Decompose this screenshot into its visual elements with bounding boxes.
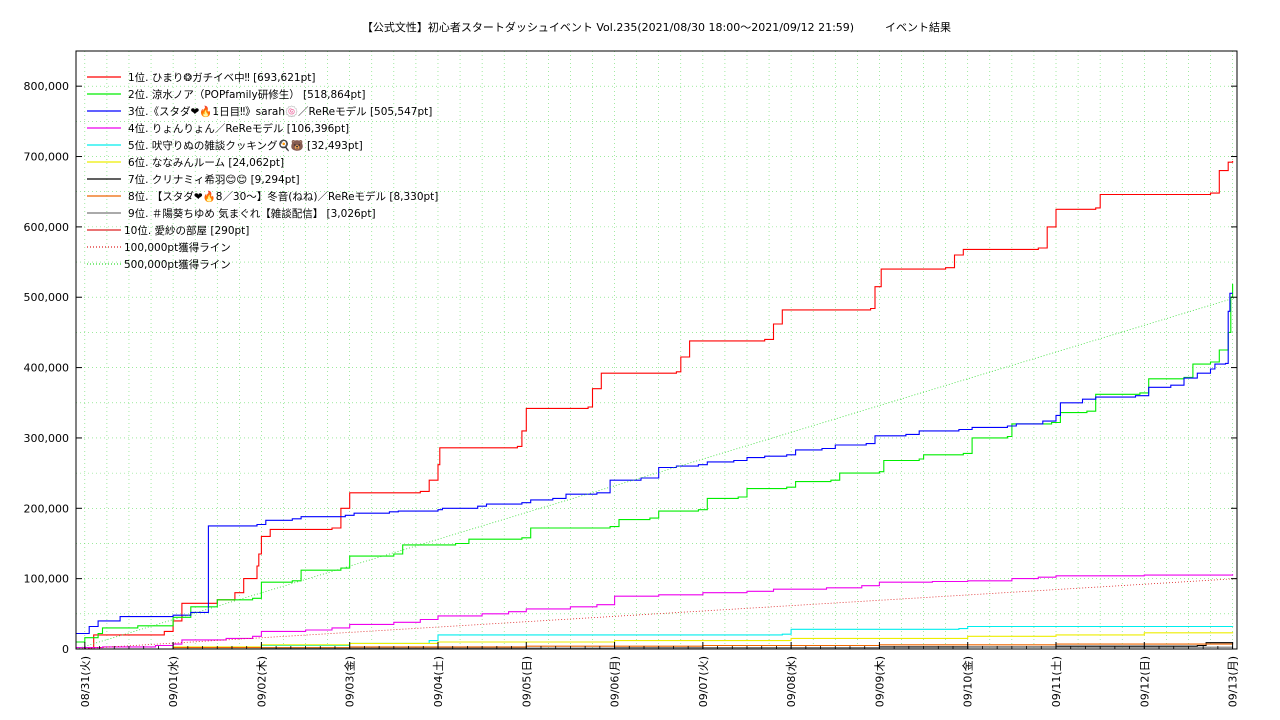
y-tick-label: 700,000 <box>24 151 70 164</box>
axis-ticks: 0 100,000 200,000 300,000 400,000 500,000 600,… <box>24 80 1240 707</box>
y-tick-label: 200,000 <box>24 502 70 515</box>
x-tick-label: 09/02(木) <box>255 656 268 707</box>
grid <box>76 50 1237 650</box>
x-tick-label: 09/10(金) <box>961 656 975 707</box>
x-tick-label: 08/31(火) <box>79 656 92 707</box>
legend-label: 1位. ひまり❂ガチイベ中‼ [693,621pt] <box>128 71 315 84</box>
y-tick-label: 100,000 <box>24 573 70 586</box>
legend-label: 500,000pt獲得ライン <box>124 258 231 271</box>
legend-label: 100,000pt獲得ライン <box>124 241 231 254</box>
legend-label: 4位. りょんりょん／ReReモデル [106,396pt] <box>128 122 349 135</box>
series-line <box>75 296 1238 650</box>
series-line <box>76 161 1234 650</box>
chart-subtitle: イベント結果 <box>885 20 951 34</box>
plot-frame <box>75 50 1238 650</box>
series-line <box>76 625 1234 650</box>
series-line <box>75 578 1238 650</box>
legend-label: 10位. 愛紗の部屋 [290pt] <box>124 224 249 237</box>
x-tick-label: 09/11(土) <box>1050 656 1063 707</box>
x-tick-label: 09/01(水) <box>167 656 180 707</box>
legend-label: 9位. ＃陽葵ちゆめ 気まぐれ【雑談配信】 [3,026pt] <box>128 207 376 220</box>
y-tick-label: 500,000 <box>24 291 70 304</box>
legend-label: 6位. ななみんルーム [24,062pt] <box>128 156 284 169</box>
x-tick-label: 09/04(土) <box>432 656 445 707</box>
x-tick-label: 09/05(日) <box>520 656 533 707</box>
series-line <box>76 284 1234 643</box>
series-group <box>75 161 1238 650</box>
y-tick-label: 800,000 <box>24 80 70 93</box>
x-tick-label: 09/12(日) <box>1138 656 1151 707</box>
y-tick-label: 0 <box>62 643 69 656</box>
x-tick-label: 09/03(金) <box>343 656 357 707</box>
legend-label: 8位. 【スタダ❤🔥8／30〜】冬音(ねね)／ReReモデル [8,330pt] <box>128 190 438 203</box>
x-tick-label: 09/06(月) <box>609 656 622 707</box>
x-tick-label: 09/08(水) <box>785 656 798 707</box>
legend-label: 3位.《スタダ❤🔥1日目‼》sarah🍥／ReReモデル [505,547pt] <box>128 105 432 118</box>
legend-label: 2位. 涼水ノア（POPfamily研修生） [518,864pt] <box>128 88 365 101</box>
series-line <box>76 292 1233 635</box>
legend-label: 5位. 吠守りぬの雑談クッキング🍳🐻 [32,493pt] <box>128 139 363 152</box>
y-tick-label: 400,000 <box>24 362 70 375</box>
x-tick-label: 09/13(月) <box>1227 656 1240 707</box>
y-tick-label: 600,000 <box>24 221 70 234</box>
x-tick-label: 09/07(火) <box>697 656 710 707</box>
legend-label: 7位. クリナミィ希羽😊😊 [9,294pt] <box>128 173 300 186</box>
y-tick-label: 300,000 <box>24 432 70 445</box>
x-tick-label: 09/09(木) <box>873 656 886 707</box>
legend: 1位. ひまり❂ガチイベ中‼ [693,621pt] 2位. 涼水ノア（POPfa… <box>87 71 438 271</box>
chart-title: 【公式文性】初心者スタートダッシュイベント Vol.235(2021/08/30… <box>362 20 854 34</box>
series-line <box>76 574 1234 649</box>
